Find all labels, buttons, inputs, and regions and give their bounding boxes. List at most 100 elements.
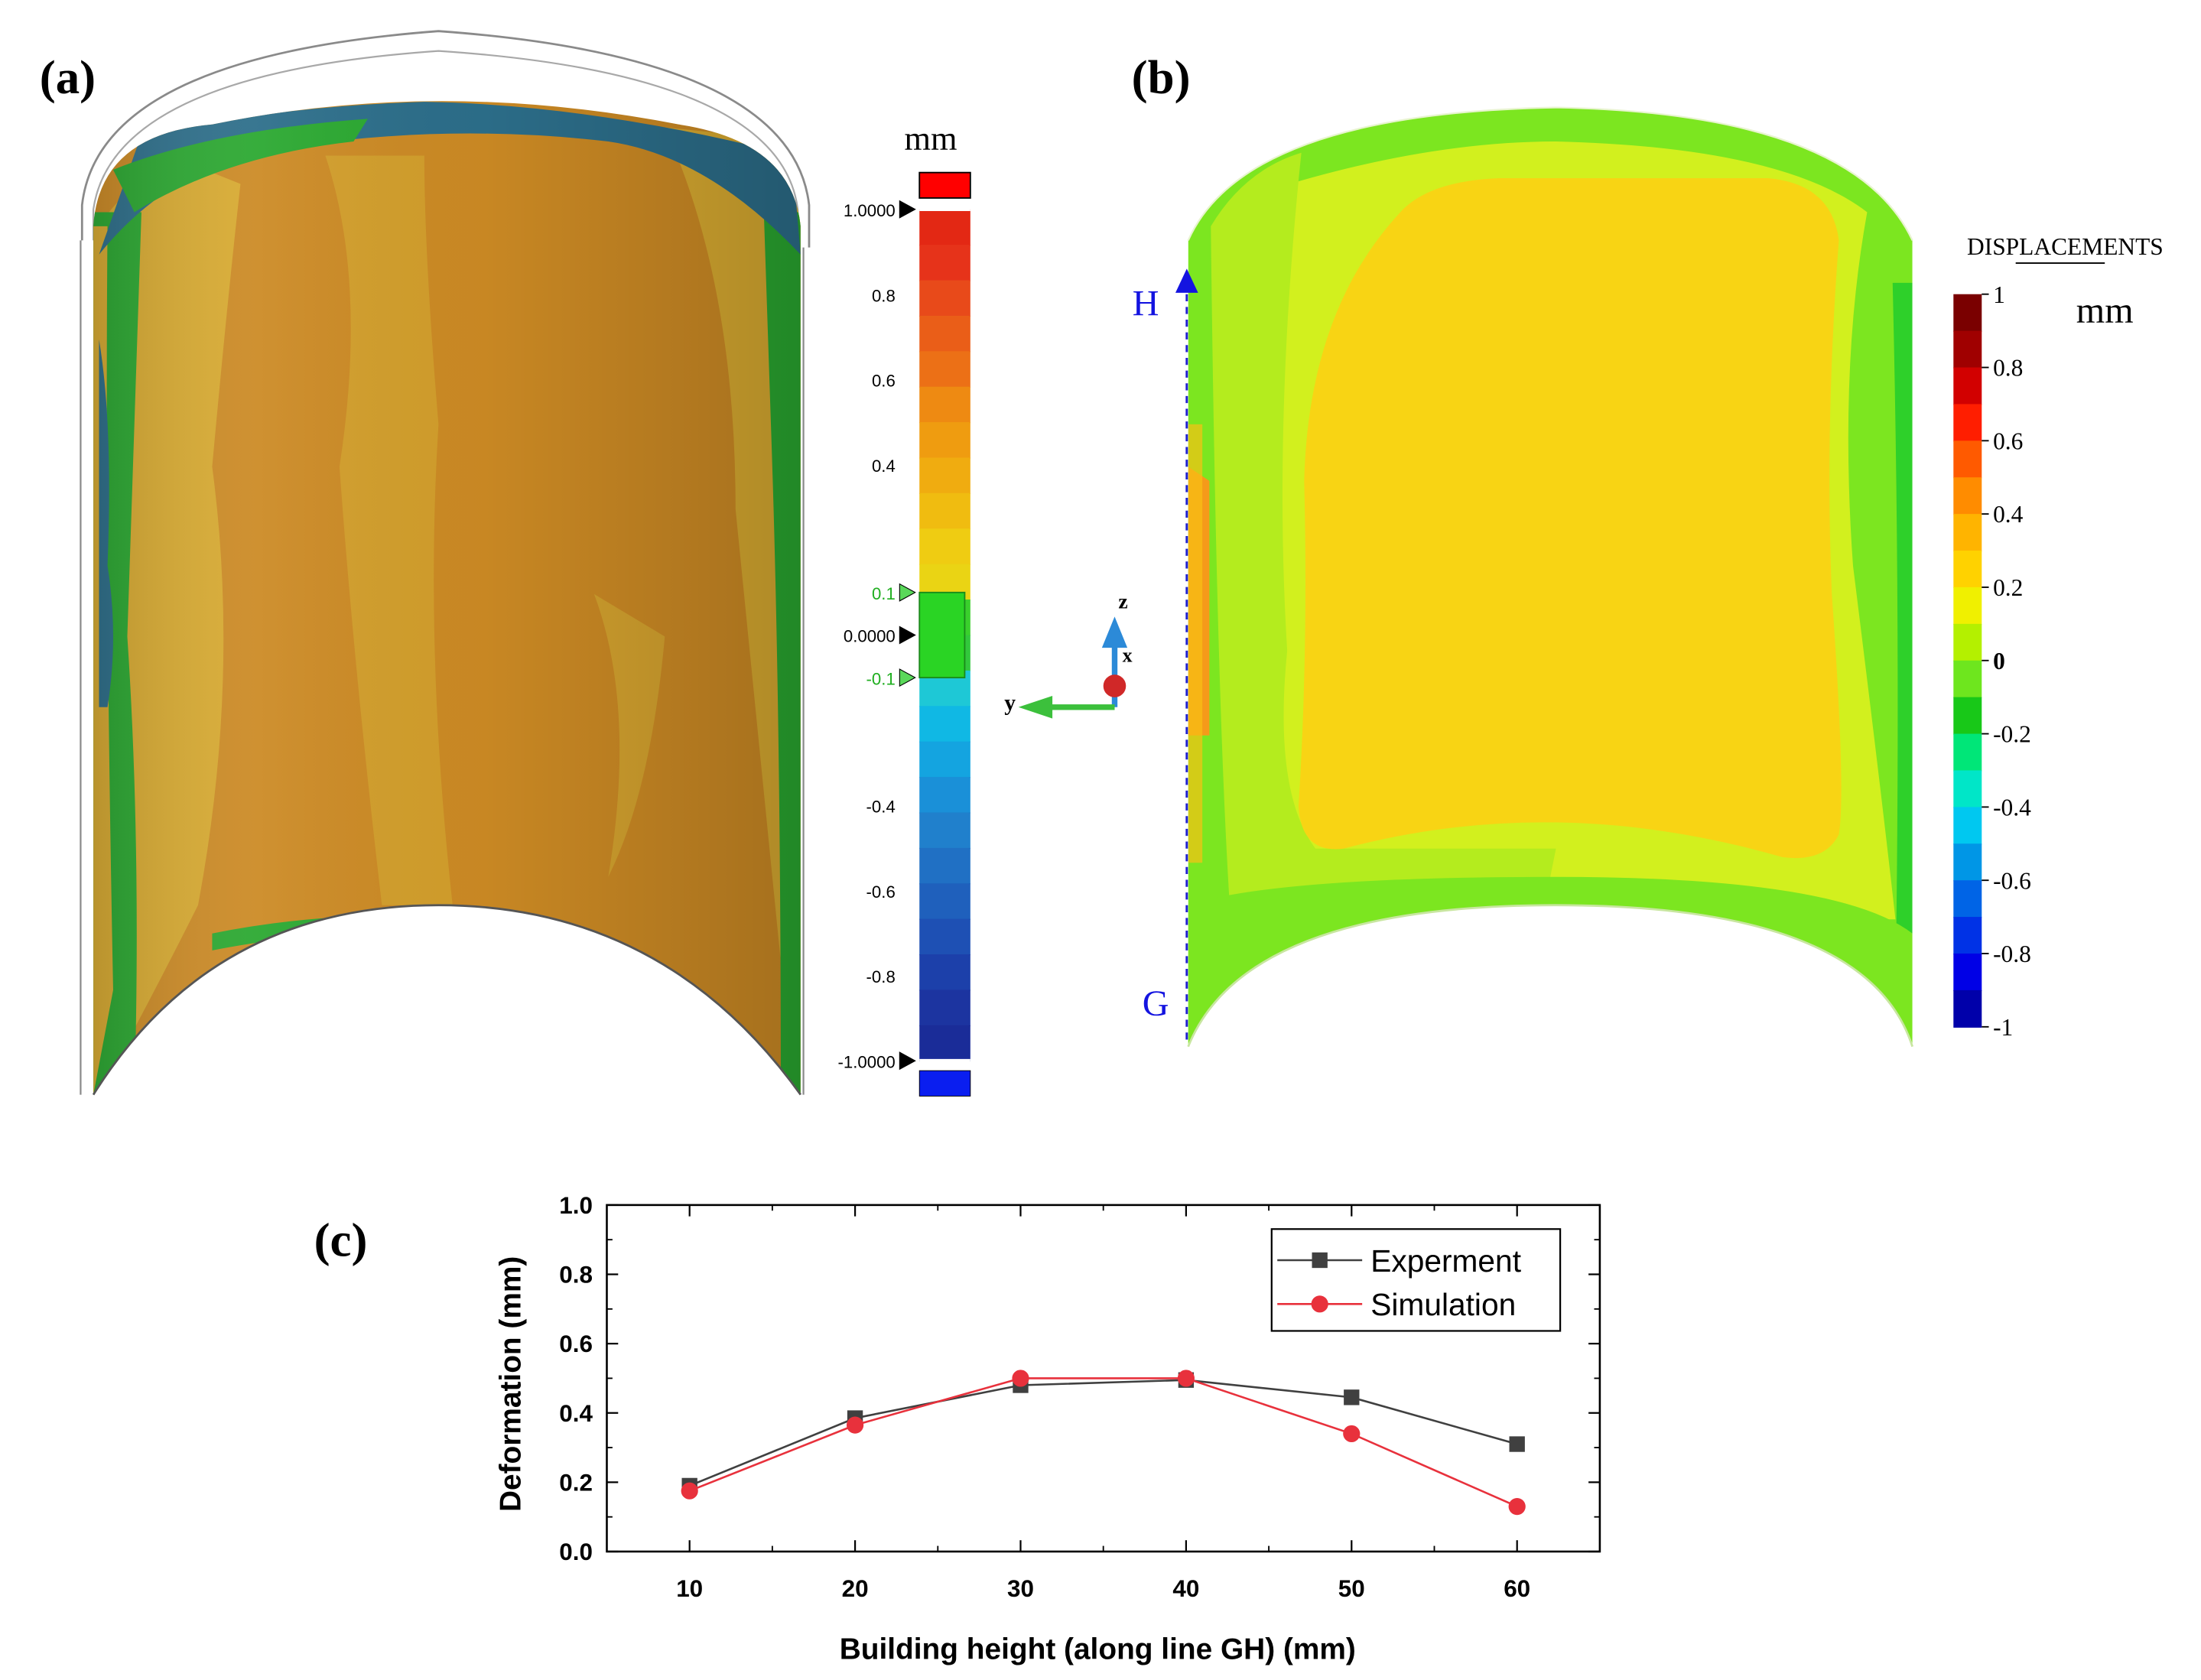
legend-b-swatch	[1953, 697, 1982, 735]
legend-a-swatch	[919, 741, 970, 778]
x-tick-label: 60	[1504, 1575, 1530, 1602]
legend-a: 1.0000 0.8 0.6 0.4 0.1 0.0000 -0.1 -0.4 -0.6 -0.8…	[838, 171, 971, 1097]
panel-b-surface	[1188, 107, 1913, 1047]
chart-legend-box	[1270, 1228, 1562, 1332]
surface-b-left-band	[1211, 152, 1556, 920]
legend-a-tick-label: 0.6	[872, 372, 896, 391]
legend-b-tick-label: 0.6	[1993, 427, 2023, 454]
legend-b-swatch	[1953, 843, 1982, 882]
panel-a-surface	[93, 101, 801, 1095]
y-axis-label: Deformation (mm)	[495, 1256, 528, 1512]
legend-a-swatch	[919, 847, 970, 885]
cylinder-b-bottom-arc	[1187, 904, 1913, 1048]
x-tick-label: 50	[1338, 1575, 1365, 1602]
legend-a-tick-label: 1.0000	[844, 201, 896, 220]
triad-z-label: z	[1118, 590, 1127, 613]
legend-a-swatch	[919, 954, 970, 991]
legend-a-tick-marker	[899, 583, 916, 602]
series-line-simulation	[689, 1377, 1518, 1508]
legend-a-tick-marker	[899, 626, 916, 645]
legend-a-swatch	[919, 315, 970, 353]
legend-a-swatch	[919, 245, 970, 281]
x-tick-label: 30	[1007, 1575, 1034, 1602]
cylinder-b-top-arc	[1187, 106, 1913, 241]
legend-a-under	[918, 1070, 971, 1097]
legend-a-tick-label: -0.8	[866, 967, 896, 986]
data-point-simulation	[846, 1416, 864, 1434]
data-point-simulation	[1012, 1370, 1029, 1387]
legend-b-swatch	[1953, 367, 1982, 405]
x-tick-label: 20	[842, 1575, 869, 1602]
legend-a-tick-label: 0.4	[872, 457, 896, 476]
legend-b-tick-label: -0.2	[1993, 721, 2031, 748]
label-h: H	[1133, 283, 1159, 323]
surface-b-bottom-band	[1188, 876, 1913, 1047]
legend-b-swatch	[1953, 514, 1982, 552]
cylinder-bottom-arc	[92, 904, 802, 1096]
legend-marker-experiment	[1312, 1252, 1328, 1269]
x-tick-label: 10	[676, 1575, 703, 1602]
legend-b-tick-label: -0.6	[1993, 867, 2031, 894]
legend-b-swatch	[1953, 807, 1982, 845]
legend-a-tick-marker	[899, 200, 916, 219]
legend-a-tick-label: -0.6	[866, 882, 896, 902]
legend-b-swatch	[1953, 294, 1982, 332]
legend-a-swatch	[919, 918, 970, 956]
legend-b-tick-label: 0.8	[1993, 355, 2023, 382]
legend-b-swatch	[1953, 954, 1982, 992]
x-axis-label: Building height (along line GH) (mm)	[840, 1633, 1356, 1666]
data-point-experiment	[1344, 1389, 1360, 1405]
legend-b-swatch	[1953, 770, 1982, 808]
legend-b-swatch	[1953, 404, 1982, 442]
cylinder-wireframe-outer	[80, 30, 811, 248]
legend-b-swatch	[1953, 917, 1982, 955]
y-tick-label: 0.0	[559, 1539, 593, 1565]
legend-a-tick-label: -0.4	[866, 797, 896, 816]
legend-a-band-highlight	[918, 591, 966, 679]
legend-a-swatch	[919, 422, 970, 459]
series-line-experiment	[689, 1379, 1518, 1487]
panel-b-label: (b)	[1132, 50, 1191, 104]
legend-a-swatch	[919, 351, 970, 388]
legend-a-swatch	[919, 812, 970, 849]
legend-a-swatch	[919, 706, 970, 743]
legend-a-swatch	[919, 1025, 970, 1062]
triad-x-dot	[1103, 674, 1127, 697]
surface-shading	[93, 101, 801, 1095]
legend-b-swatch	[1953, 477, 1982, 515]
axis-triad: z x y	[1004, 590, 1133, 719]
legend-a-tick-label: 0.8	[872, 286, 896, 305]
y-tick-label: 0.2	[559, 1469, 593, 1496]
surface-b-core	[1298, 178, 1842, 859]
legend-a-swatch	[919, 280, 970, 317]
y-tick-label: 0.6	[559, 1331, 593, 1357]
legend-b-swatch	[1953, 989, 1982, 1028]
surface-b-green-right	[1892, 282, 1913, 990]
legend-b-tick-label: 0.2	[1993, 574, 2023, 601]
legend-a-tick-label: -0.1	[866, 669, 896, 688]
legend-b-swatch	[1953, 660, 1982, 698]
legend-a-swatch	[919, 492, 970, 530]
triad-y-label: y	[1004, 691, 1016, 715]
legend-a-swatch	[919, 883, 970, 920]
legend-label-experiment: Experment	[1370, 1243, 1521, 1279]
data-point-simulation	[1343, 1425, 1361, 1443]
legend-b-swatch	[1953, 623, 1982, 661]
legend-a-tick-label: -1.0000	[838, 1052, 896, 1071]
legend-b-swatch	[1953, 880, 1982, 918]
legend-a-tick-label: 0.0000	[844, 627, 896, 646]
legend-a-unit: mm	[905, 119, 957, 158]
cylinder-wireframe-inner	[92, 50, 799, 248]
legend-b-swatch	[1953, 551, 1982, 589]
triad-z-arrow	[1101, 616, 1128, 648]
legend-a-swatch	[919, 457, 970, 495]
legend-b-tick-label: 1	[1993, 281, 2005, 308]
legend-a-swatch	[919, 777, 970, 814]
legend-b-tick-label: 0	[1993, 648, 2005, 674]
legend-label-simulation: Simulation	[1370, 1287, 1516, 1322]
legend-b-title: DISPLACEMENTS	[1967, 233, 2164, 260]
legend-b-swatch	[1953, 330, 1982, 369]
panel-a-label: (a)	[40, 50, 96, 104]
